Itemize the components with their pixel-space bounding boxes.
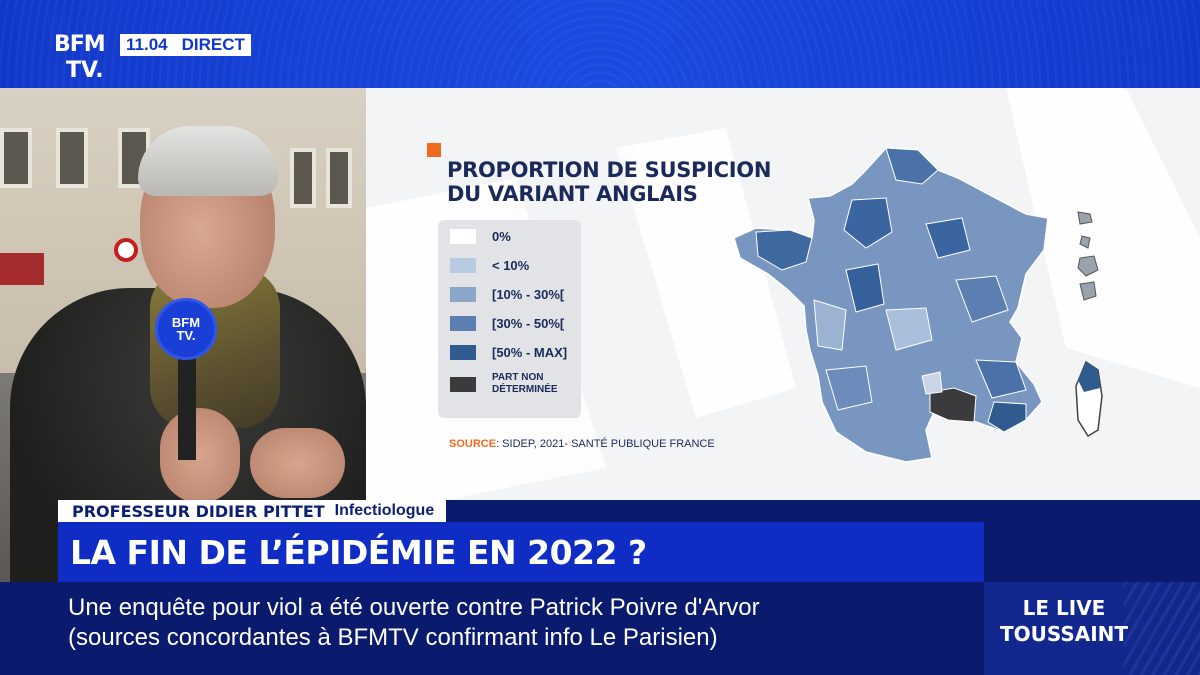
program-box: LE LIVE TOUSSAINT (984, 582, 1200, 675)
legend-item: [30% - 50%[ (450, 316, 564, 331)
map-title-line2: DU VARIANT ANGLAIS (447, 182, 698, 206)
legend-item: < 10% (450, 258, 529, 273)
title-marker (427, 143, 441, 157)
legend-swatch (450, 258, 476, 273)
legend-undetermined-line1: PART NON (492, 372, 544, 383)
mic-logo-line1: BFM (171, 315, 201, 330)
legend-label: < 10% (492, 258, 530, 273)
map-panel (366, 88, 1200, 500)
legend-swatch (450, 287, 476, 302)
mic-logo-line2: TV. (176, 328, 196, 343)
clock-time: 11.04 (126, 35, 168, 54)
source-key: SOURCE (449, 438, 497, 450)
legend-swatch (450, 376, 476, 392)
legend-item: [10% - 30%[ (450, 287, 564, 302)
legend-undetermined-line2: DÉTERMINÉE (492, 384, 558, 395)
legend-item: [50% - MAX] (450, 345, 567, 360)
legend-swatch (450, 316, 476, 331)
map-legend: 0% < 10% [10% - 30%[ [30% - 50%[ [50% - … (438, 220, 581, 418)
legend-item: PART NON DÉTERMINÉE (450, 372, 558, 396)
program-line2: TOUSSAINT (999, 622, 1129, 646)
headline-banner: LA FIN DE L’ÉPIDÉMIE EN 2022 ? (58, 522, 984, 582)
speaker-name-tag: PROFESSEUR DIDIER PITTET Infectiologue (58, 500, 447, 522)
time-direct-box: 11.04 DIRECT (120, 34, 251, 56)
legend-item: 0% (450, 229, 511, 244)
france-map (733, 147, 1103, 463)
overseas-territory (1079, 281, 1097, 301)
live-label: DIRECT (181, 35, 245, 54)
ticker-line1: Une enquête pour viol a été ouverte cont… (68, 594, 760, 621)
channel-logo: BFM TV. (54, 32, 106, 84)
program-deco (1124, 582, 1200, 675)
logo-line1: BFM (54, 32, 106, 57)
logo-line2: TV. (66, 58, 104, 83)
map-source: SOURCE: SIDEP, 2021- SANTÉ PUBLIQUE FRAN… (449, 438, 715, 450)
microphone-logo: BFM TV. (155, 298, 217, 360)
microphone-handle (178, 350, 196, 460)
legend-label: [50% - MAX] (492, 345, 568, 360)
legend-label: [30% - 50%[ (492, 316, 565, 331)
program-line1: LE LIVE (1022, 596, 1106, 620)
overseas-territory (1077, 255, 1099, 277)
legend-label: 0% (492, 229, 511, 244)
top-banner: BFM TV. 11.04 DIRECT (0, 0, 1200, 88)
street-sign (114, 238, 138, 262)
news-ticker (0, 582, 984, 675)
headline-text: LA FIN DE L’ÉPIDÉMIE EN 2022 ? (70, 532, 647, 572)
speaker-name: PROFESSEUR DIDIER PITTET (72, 501, 325, 521)
map-title: PROPORTION DE SUSPICION DU VARIANT ANGLA… (447, 158, 771, 206)
overseas-territory (1079, 235, 1091, 249)
legend-swatch (450, 345, 476, 360)
legend-label: [10% - 30%[ (492, 287, 565, 302)
legend-swatch (450, 229, 476, 244)
map-title-line1: PROPORTION DE SUSPICION (447, 158, 772, 182)
source-text: : SIDEP, 2021- SANTÉ PUBLIQUE FRANCE (496, 438, 715, 450)
ticker-line2: (sources concordantes à BFMTV confirmant… (68, 624, 718, 651)
overseas-territory (1077, 211, 1093, 225)
speaker-role: Infectiologue (334, 502, 435, 519)
shop-awning (0, 253, 44, 285)
